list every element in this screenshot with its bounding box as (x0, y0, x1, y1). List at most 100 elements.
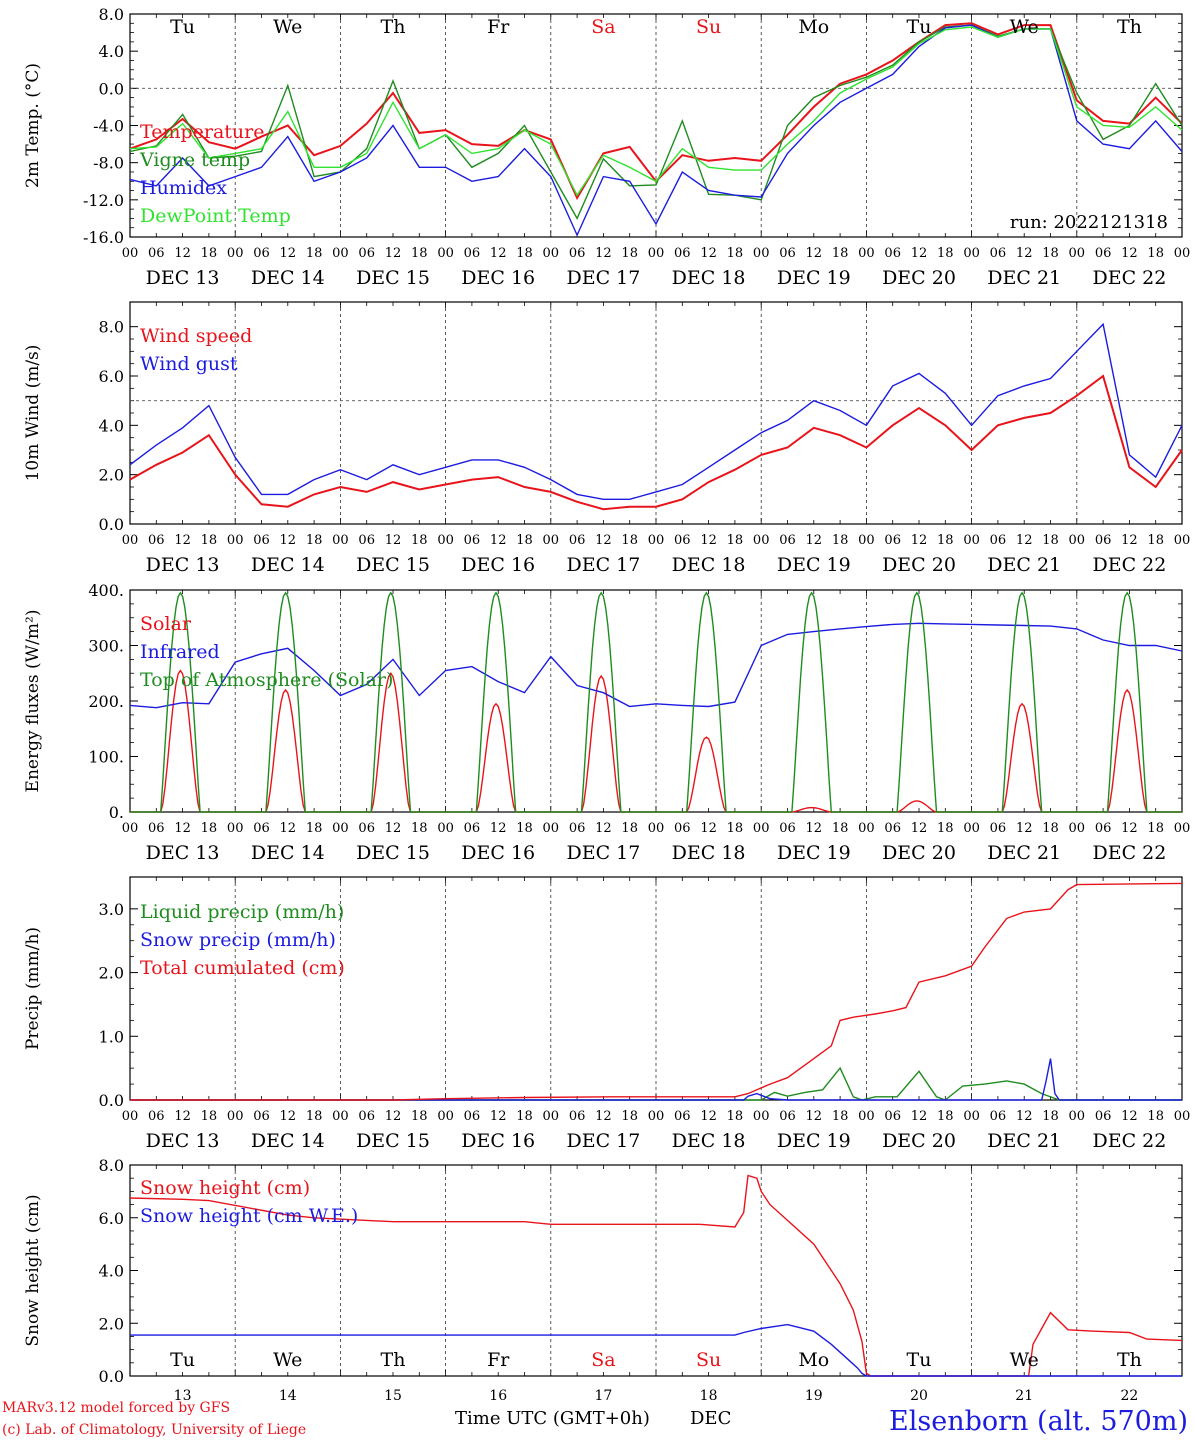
day-label: Sa (591, 1349, 615, 1371)
y-tick-label: 0.0 (99, 1367, 124, 1386)
date-label: DEC 20 (882, 554, 956, 576)
hour-tick-label: 06 (569, 1109, 586, 1124)
day-label: Su (696, 1349, 721, 1371)
hour-tick-label: 00 (543, 1109, 560, 1124)
hour-tick-label: 18 (201, 1109, 218, 1124)
date-label: DEC 18 (672, 267, 746, 289)
hour-tick-label: 00 (543, 533, 560, 548)
day-label: We (1010, 1349, 1039, 1371)
y-tick-label: -12.0 (83, 191, 124, 210)
day-number-label: 13 (174, 1388, 192, 1404)
y-tick-label: 4.0 (99, 416, 124, 435)
hour-tick-label: 00 (227, 1109, 244, 1124)
y-tick-label: 0. (109, 803, 124, 822)
hour-tick-label: 06 (1095, 246, 1112, 261)
hour-tick-label: 06 (253, 246, 270, 261)
hour-tick-label: 12 (1121, 821, 1138, 836)
day-number-label: 16 (489, 1388, 507, 1404)
hour-tick-label: 06 (884, 533, 901, 548)
hour-tick-label: 18 (937, 246, 954, 261)
x-axis-title: Time UTC (GMT+0h) (455, 1408, 650, 1429)
hour-tick-label: 06 (1095, 1109, 1112, 1124)
date-label: DEC 16 (461, 554, 535, 576)
date-label: DEC 13 (146, 554, 220, 576)
date-label: DEC 14 (251, 1130, 325, 1152)
hour-tick-label: 00 (963, 1109, 980, 1124)
hour-tick-label: 00 (1069, 1109, 1086, 1124)
hour-tick-label: 00 (753, 821, 770, 836)
hour-tick-label: 12 (700, 1109, 717, 1124)
day-number-label: 18 (700, 1388, 718, 1404)
hour-tick-label: 06 (569, 533, 586, 548)
hour-tick-label: 06 (358, 1109, 375, 1124)
footer-credit-line: (c) Lab. of Climatology, University of L… (2, 1422, 306, 1438)
day-label: We (273, 16, 302, 38)
hour-tick-label: 06 (779, 821, 796, 836)
hour-tick-label: 18 (411, 246, 428, 261)
hour-tick-label: 18 (516, 533, 533, 548)
date-label: DEC 18 (672, 554, 746, 576)
hour-tick-label: 12 (595, 246, 612, 261)
hour-tick-label: 00 (1174, 821, 1191, 836)
hour-tick-label: 12 (490, 1109, 507, 1124)
hour-tick-label: 06 (253, 1109, 270, 1124)
hour-tick-label: 00 (963, 533, 980, 548)
date-label: DEC 16 (461, 267, 535, 289)
day-label: Tu (907, 16, 932, 38)
hour-tick-label: 06 (990, 246, 1007, 261)
y-axis-label: Snow height (cm) (23, 1194, 43, 1346)
day-number-label: 21 (1015, 1388, 1033, 1404)
hour-tick-label: 00 (122, 1109, 139, 1124)
hour-tick-label: 18 (937, 1109, 954, 1124)
hour-tick-label: 12 (700, 533, 717, 548)
hour-tick-label: 12 (280, 1109, 297, 1124)
hour-tick-label: 06 (779, 533, 796, 548)
y-tick-label: -16.0 (83, 228, 124, 247)
hour-tick-label: 12 (1016, 246, 1033, 261)
hour-tick-label: 00 (227, 533, 244, 548)
series-line-liquid-precip-mm-h- (130, 1066, 1182, 1101)
hour-tick-label: 06 (990, 821, 1007, 836)
legend-entry: Top of Atmosphere (Solar) (140, 669, 393, 691)
hour-tick-label: 12 (385, 821, 402, 836)
hour-tick-label: 00 (122, 246, 139, 261)
hour-tick-label: 18 (516, 1109, 533, 1124)
legend-entry: DewPoint Temp (140, 205, 291, 227)
hour-tick-label: 00 (753, 1109, 770, 1124)
hour-tick-label: 06 (464, 246, 481, 261)
hour-tick-label: 00 (1174, 1109, 1191, 1124)
day-number-label: 14 (279, 1388, 297, 1404)
legend-entry: Liquid precip (mm/h) (140, 901, 344, 923)
hour-tick-label: 18 (411, 821, 428, 836)
hour-tick-label: 06 (569, 246, 586, 261)
date-label: DEC 22 (1092, 842, 1166, 864)
series-line-snow-height-cm-w-e- (130, 1323, 1182, 1377)
date-label: DEC 22 (1092, 267, 1166, 289)
hour-tick-label: 06 (779, 1109, 796, 1124)
run-label: run: 2022121318 (1010, 212, 1168, 233)
y-tick-label: 4.0 (99, 1262, 124, 1281)
series-line-dewpoint-temp (129, 26, 1183, 197)
y-tick-label: 100. (88, 748, 124, 767)
hour-tick-label: 18 (411, 533, 428, 548)
hour-tick-label: 06 (148, 533, 165, 548)
hour-tick-label: 06 (358, 246, 375, 261)
hour-tick-label: 00 (122, 821, 139, 836)
hour-tick-label: 00 (858, 246, 875, 261)
day-label: Mo (798, 16, 829, 38)
hour-tick-label: 12 (1121, 246, 1138, 261)
hour-tick-label: 06 (884, 821, 901, 836)
hour-tick-label: 06 (779, 246, 796, 261)
hour-tick-label: 12 (595, 1109, 612, 1124)
hour-tick-label: 12 (490, 246, 507, 261)
hour-tick-label: 12 (595, 821, 612, 836)
panel-precip: 3.0 2.0 1.0 0.0 Precip (mm/h) Liquid precip (… (23, 876, 1191, 1152)
y-tick-label: 6.0 (99, 1209, 124, 1228)
hour-tick-label: 00 (437, 821, 454, 836)
legend-entry: Snow height (cm W.E.) (140, 1205, 358, 1227)
hour-tick-label: 06 (253, 821, 270, 836)
y-tick-label: 300. (88, 637, 124, 656)
hour-tick-label: 18 (621, 1109, 638, 1124)
day-number-label: 15 (384, 1388, 402, 1404)
date-label: DEC 21 (987, 267, 1061, 289)
